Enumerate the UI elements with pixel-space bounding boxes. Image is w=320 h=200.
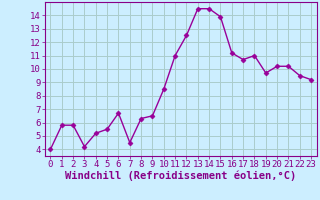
- X-axis label: Windchill (Refroidissement éolien,°C): Windchill (Refroidissement éolien,°C): [65, 171, 296, 181]
